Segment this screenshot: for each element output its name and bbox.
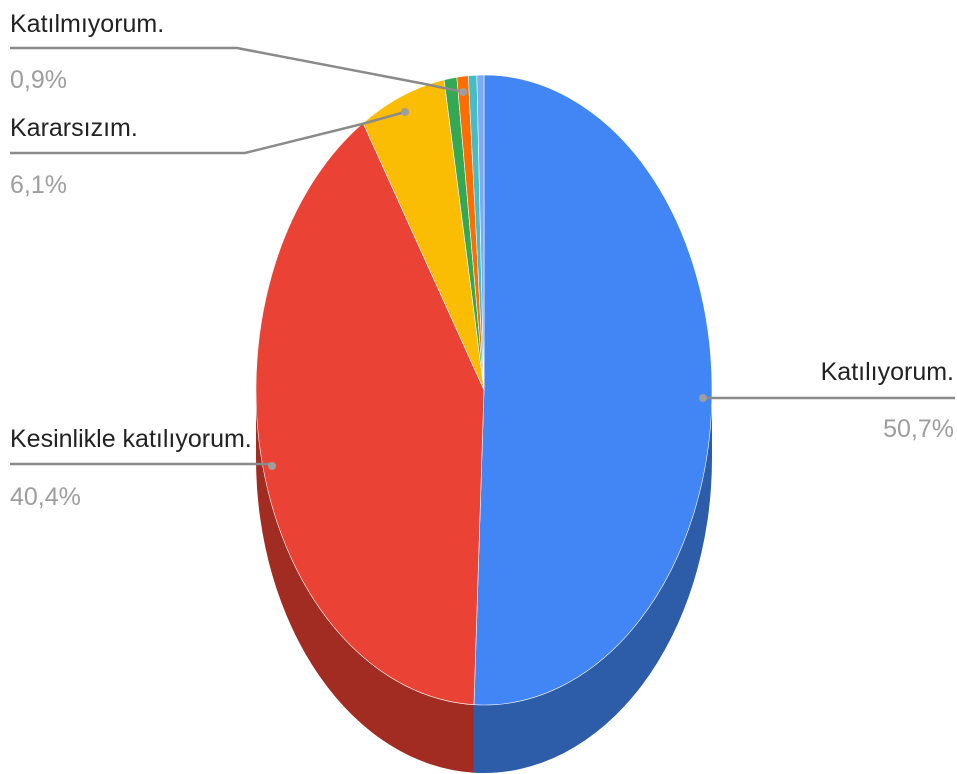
leader-dot-kesinlikle-katiliyorum (268, 462, 276, 470)
label-katiliyorum: Katılıyorum. (821, 358, 954, 386)
label-kesinlikle-katiliyorum: Kesinlikle katılıyorum. (10, 425, 252, 453)
percent-kararsizim: 6,1% (10, 171, 67, 199)
label-katilmiyorum: Katılmıyorum. (10, 10, 164, 38)
pie-side-katiliyorum (473, 390, 712, 773)
label-group-kararsizim: Kararsızım. 6,1% (10, 108, 409, 199)
pie-slice-kesinlikle-katiliyorum (255, 122, 485, 706)
slice-labels: Katılıyorum. 50,7% Kesinlikle katılıyoru… (10, 10, 955, 511)
pie-slice-kararsizim (362, 79, 485, 391)
pie-slices (255, 74, 713, 706)
pie-side-kesinlikle-katiliyorum (256, 390, 474, 773)
label-group-kesinlikle-katiliyorum: Kesinlikle katılıyorum. 40,4% (10, 425, 276, 511)
label-group-katiliyorum: Katılıyorum. 50,7% (699, 358, 955, 443)
percent-katilmiyorum: 0,9% (10, 66, 67, 94)
pie-slice-unlabeled-6 (476, 74, 485, 391)
pie-3d-sides (256, 390, 712, 773)
leader-dot-katiliyorum (699, 394, 707, 402)
percent-katiliyorum: 50,7% (883, 415, 954, 443)
label-group-katilmiyorum: Katılmıyorum. 0,9% (10, 10, 467, 96)
label-kararsizim: Kararsızım. (10, 114, 138, 142)
leader-dot-katilmiyorum (459, 88, 467, 96)
percent-kesinlikle-katiliyorum: 40,4% (10, 483, 81, 511)
leader-dot-kararsizim (401, 108, 409, 116)
leader-line-kararsizim (10, 110, 406, 155)
leader-line-katilmiyorum (10, 46, 464, 94)
